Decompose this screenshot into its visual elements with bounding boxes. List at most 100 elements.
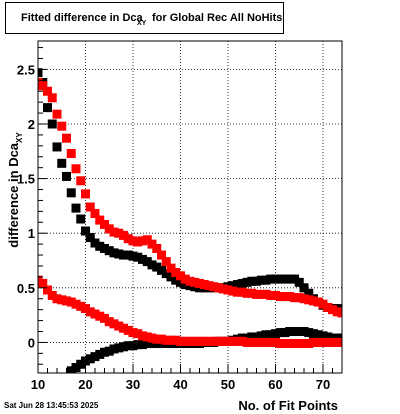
data-point — [109, 227, 119, 237]
y-axis-label-sub: XY — [15, 132, 24, 143]
data-point — [95, 241, 105, 251]
data-point — [275, 292, 285, 302]
x-tick-label: 30 — [126, 377, 140, 392]
data-point — [57, 158, 67, 168]
data-point — [109, 344, 119, 354]
data-point — [313, 330, 323, 340]
data-point — [152, 334, 162, 344]
y-tick-label: 2.5 — [17, 62, 35, 77]
data-point — [204, 281, 214, 291]
data-point — [128, 236, 138, 246]
data-point — [114, 321, 124, 331]
data-point — [90, 352, 100, 362]
data-point — [128, 251, 138, 261]
data-point — [214, 336, 223, 346]
data-point — [275, 339, 285, 349]
data-point — [261, 289, 271, 299]
chart-title: Fitted difference in Dca — [21, 12, 143, 24]
data-point — [176, 336, 185, 346]
data-point — [328, 305, 337, 315]
data-point — [323, 332, 333, 342]
data-point — [266, 290, 276, 300]
x-axis-label: No. of Fit Points — [238, 398, 338, 413]
data-point — [66, 188, 76, 198]
data-point — [57, 295, 67, 305]
data-point — [237, 278, 247, 288]
data-point — [271, 274, 280, 284]
data-point — [71, 203, 81, 213]
data-point — [123, 325, 133, 335]
data-point — [209, 336, 219, 346]
data-point — [323, 337, 333, 347]
data-point — [256, 331, 266, 341]
data-point — [242, 337, 252, 347]
data-point — [318, 337, 328, 347]
x-tick-label: 20 — [78, 377, 92, 392]
data-point — [285, 339, 295, 349]
data-point — [81, 226, 90, 236]
data-point — [247, 276, 257, 286]
data-point — [280, 339, 290, 349]
data-point — [171, 268, 181, 278]
data-point — [133, 237, 143, 247]
data-point — [294, 327, 304, 336]
data-point — [237, 287, 247, 297]
data-point — [228, 286, 238, 296]
data-point — [285, 292, 295, 302]
data-point — [114, 343, 124, 353]
x-tick-label: 50 — [221, 377, 235, 392]
y-axis-label-main: difference in Dca — [6, 142, 21, 248]
data-point — [81, 356, 90, 366]
data-point — [128, 341, 138, 351]
data-point — [95, 349, 105, 359]
data-point — [242, 277, 252, 287]
data-point — [176, 271, 185, 281]
data-point — [299, 327, 309, 336]
series-1 — [66, 327, 342, 373]
data-point — [166, 263, 176, 273]
data-point — [119, 323, 128, 333]
data-point — [266, 337, 276, 347]
data-point — [52, 109, 62, 119]
data-point — [185, 336, 195, 346]
data-point — [309, 329, 318, 339]
y-tick-label: 1.5 — [17, 172, 35, 187]
data-point — [71, 299, 81, 309]
data-point — [228, 281, 238, 291]
data-point — [261, 330, 271, 340]
data-point — [52, 294, 62, 304]
data-point — [76, 301, 86, 311]
data-point — [337, 308, 342, 318]
data-point — [233, 280, 242, 290]
data-point — [290, 339, 299, 349]
grid-lines — [38, 41, 342, 373]
data-point — [252, 276, 261, 286]
data-point — [100, 219, 109, 229]
data-point — [123, 234, 133, 244]
data-point — [271, 290, 280, 300]
data-point — [62, 296, 71, 306]
data-point — [62, 171, 71, 181]
data-point — [119, 230, 128, 240]
data-point — [285, 274, 295, 284]
data-point — [271, 337, 280, 347]
data-point — [133, 252, 143, 262]
data-point — [266, 330, 276, 340]
data-point — [318, 299, 328, 309]
data-point — [142, 235, 152, 245]
data-point — [95, 215, 105, 225]
data-point — [85, 202, 95, 212]
data-point — [237, 336, 247, 346]
data-point — [180, 280, 190, 290]
data-point — [299, 339, 309, 349]
data-point — [180, 274, 190, 284]
data-point — [176, 277, 185, 287]
data-point — [104, 346, 114, 356]
y-axis-label: difference in DcaXY — [6, 132, 24, 248]
y-tick-label: 2 — [28, 117, 35, 132]
data-point — [123, 250, 133, 260]
data-point — [109, 248, 119, 258]
data-point — [199, 336, 209, 346]
data-point — [76, 214, 86, 224]
